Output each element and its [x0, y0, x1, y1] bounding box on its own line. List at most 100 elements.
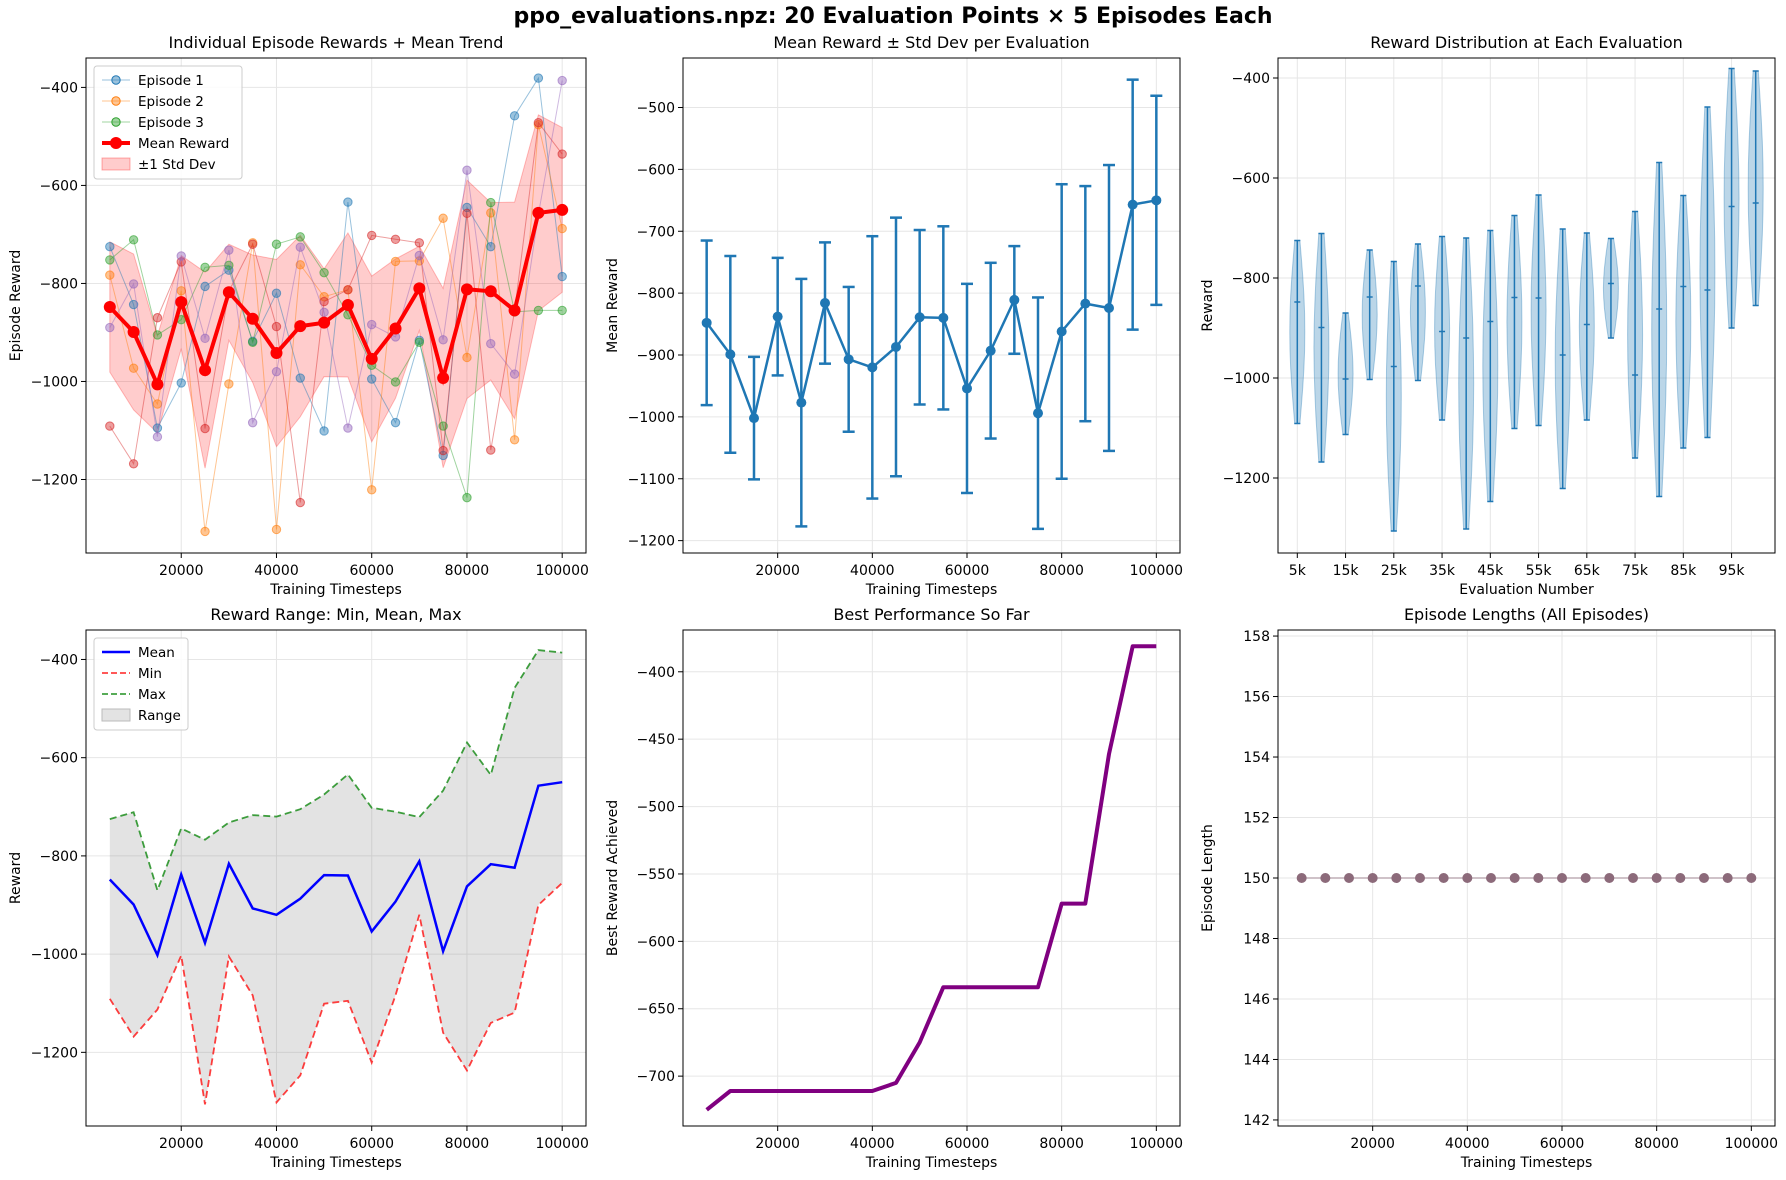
legend-label: Episode 1 [138, 73, 204, 89]
x-tick-label: 5k [1289, 563, 1307, 579]
episode-1-point [343, 197, 353, 207]
episode-length-point [1320, 873, 1331, 883]
episode-1-point [128, 299, 139, 310]
episode-2-point [509, 435, 520, 445]
mean-reward-point [127, 325, 140, 338]
subplot-title: Best Performance So Far [833, 605, 1030, 624]
axes-frame [682, 629, 1181, 1127]
episode-3-point [462, 492, 472, 503]
mean-reward-point [701, 317, 712, 328]
mean-reward-point [103, 300, 116, 313]
subplot-p4: −1200 −1000 −800 −600 −400 20000 40000 60000 800… [8, 605, 589, 1171]
episode-length-point [1367, 873, 1378, 883]
episode-2-point [486, 208, 496, 218]
episode-3-point [128, 235, 139, 245]
violin [1482, 229, 1499, 503]
subplot-p3: −1200 −1000 −800 −600 −400 5k 15k 25k 35k 45k 55k 6… [1200, 33, 1776, 598]
episode-5-point [414, 250, 425, 261]
episode-1-point [390, 417, 401, 428]
violin [1578, 232, 1595, 421]
legend-label: Episode 3 [138, 115, 204, 131]
legend-swatch [101, 708, 131, 722]
episode-5-point [319, 307, 329, 318]
episode-4-point [390, 234, 401, 245]
episode-length-point [1509, 873, 1520, 883]
episode-4-line [109, 121, 563, 503]
legend-entry: Mean [102, 645, 175, 661]
subplot-p5: −700 −650 −600 −550 −500 −450 −400 20000 40000 60… [605, 605, 1183, 1171]
episode-1-point [486, 241, 496, 252]
episode-5-point [105, 322, 115, 333]
episode-length-point [1557, 873, 1567, 883]
y-tick-label: −600 [1232, 171, 1270, 187]
episode-3-point [152, 330, 163, 340]
episode-length-point [1722, 873, 1733, 883]
x-tick-label: 95k [1719, 563, 1746, 579]
y-tick-label: 154 [1243, 750, 1270, 766]
mean-reward-point [749, 413, 759, 424]
y-axis-label: Best Reward Achieved [605, 800, 621, 956]
y-tick-label: −900 [637, 348, 675, 364]
legend-entry: ±1 Std Dev [101, 157, 216, 173]
violin [1627, 210, 1644, 459]
episode-2-point [319, 291, 329, 302]
subplot-p2: −1200 −1100 −1000 −900 −800 −700 −600 −500 20000… [605, 33, 1183, 598]
y-tick-label: −600 [637, 934, 675, 950]
legend-marker [111, 75, 121, 85]
x-tick-label: 80000 [1039, 1136, 1084, 1152]
episode-5-point [343, 423, 353, 433]
x-tick-label: 80000 [445, 563, 490, 579]
mean-reward-point [222, 286, 235, 299]
mean-reward-point [796, 397, 807, 408]
mean-reward-point [484, 285, 497, 298]
episode-5-point [247, 417, 258, 428]
violin [1434, 235, 1451, 421]
violin [1289, 239, 1306, 425]
legend-marker [110, 137, 122, 149]
legend-label: Episode 2 [138, 94, 204, 110]
x-tick-label: 100000 [1725, 1136, 1778, 1152]
episode-2-point [438, 213, 448, 223]
episode-length-point [1604, 873, 1615, 883]
y-tick-label: −800 [637, 286, 675, 302]
episode-1-line [109, 76, 563, 456]
y-tick-label: 148 [1243, 931, 1270, 947]
mean-reward-point [914, 312, 925, 323]
legend-marker [111, 96, 121, 106]
y-tick-label: −450 [637, 732, 675, 748]
episode-4-point [295, 497, 305, 508]
violin [1675, 194, 1692, 449]
mean-reward-point [270, 347, 283, 360]
legend-entry: Episode 2 [102, 94, 204, 110]
mean-reward-point [389, 322, 402, 335]
mean-reward-point [318, 316, 331, 329]
subplot-title: Reward Range: Min, Mean, Max [210, 605, 461, 624]
x-tick-label: 65k [1574, 563, 1601, 579]
y-tick-label: −400 [637, 665, 675, 681]
violin [1651, 161, 1668, 498]
x-tick-label: 60000 [1540, 1136, 1585, 1152]
episode-4-point [557, 149, 567, 159]
y-axis-label: Episode Length [1200, 824, 1216, 932]
violin [1337, 312, 1354, 436]
legend-box [93, 637, 189, 731]
mean-reward-point [437, 372, 450, 385]
max-reward-line [109, 649, 563, 894]
mean-reward-point [413, 282, 426, 295]
subplot-title: Individual Episode Rewards + Mean Trend [169, 33, 504, 52]
mean-reward-point [1127, 199, 1138, 210]
x-tick-label: 60000 [349, 1136, 394, 1152]
episode-3-point [390, 377, 401, 387]
episode-1-point [367, 374, 377, 384]
y-tick-label: −400 [40, 652, 78, 668]
y-tick-label: −800 [40, 276, 78, 292]
axes-frame [682, 57, 1181, 554]
episode-length-point [1533, 873, 1544, 883]
episode-5-point [486, 339, 496, 349]
episode-5-line [109, 80, 563, 437]
mean-reward-point [725, 349, 736, 360]
subplot-p1: −1200 −1000 −800 −600 −400 20000 40000 60000 800… [8, 33, 589, 598]
episode-3-point [105, 255, 115, 265]
episode-4-point [462, 208, 472, 219]
